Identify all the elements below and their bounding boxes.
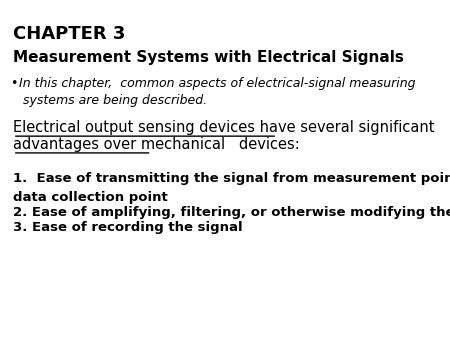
Text: systems are being described.: systems are being described. [23, 94, 207, 106]
Text: •: • [10, 77, 18, 90]
Text: advantages over mechanical   devices:: advantages over mechanical devices: [13, 137, 300, 152]
Text: 2. Ease of amplifying, filtering, or otherwise modifying the signal: 2. Ease of amplifying, filtering, or oth… [13, 206, 450, 219]
Text: 3. Ease of recording the signal: 3. Ease of recording the signal [13, 221, 243, 234]
Text: data collection point: data collection point [13, 191, 167, 204]
Text: In this chapter,  common aspects of electrical-signal measuring: In this chapter, common aspects of elect… [18, 77, 415, 90]
Text: Measurement Systems with Electrical Signals: Measurement Systems with Electrical Sign… [13, 50, 404, 65]
Text: 1.  Ease of transmitting the signal from measurement point to the: 1. Ease of transmitting the signal from … [13, 172, 450, 185]
Text: CHAPTER 3: CHAPTER 3 [13, 25, 125, 43]
Text: Electrical output sensing devices have several significant: Electrical output sensing devices have s… [13, 120, 434, 136]
